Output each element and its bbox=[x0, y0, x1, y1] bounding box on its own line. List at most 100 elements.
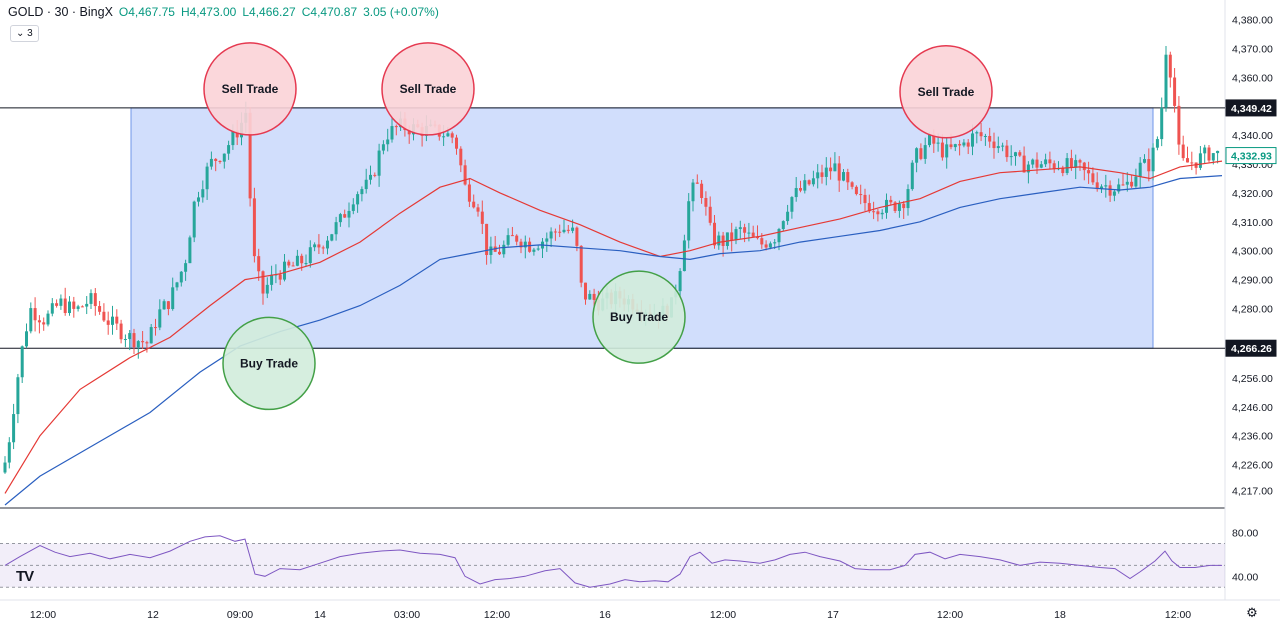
candle-body bbox=[734, 229, 738, 241]
candle-body bbox=[55, 303, 59, 306]
candle-body bbox=[799, 188, 802, 191]
candle-body bbox=[1095, 182, 1099, 190]
rsi-pane[interactable]: 80.00 40.00 bbox=[0, 528, 1258, 588]
candle-body bbox=[308, 247, 312, 264]
candle-body bbox=[833, 163, 837, 172]
candle-body bbox=[201, 189, 205, 198]
candle-body bbox=[691, 182, 695, 202]
candle-body bbox=[123, 339, 127, 341]
candle-body bbox=[343, 214, 347, 218]
candle-body bbox=[519, 241, 523, 248]
candle-body bbox=[145, 342, 149, 344]
candle-body bbox=[889, 199, 893, 203]
candle-body bbox=[876, 211, 880, 215]
candle-body bbox=[46, 313, 50, 325]
candle-body bbox=[373, 174, 377, 176]
candle-body bbox=[743, 227, 747, 233]
buy-trade-circle bbox=[222, 316, 316, 411]
candle-body bbox=[949, 144, 953, 148]
candle-body bbox=[33, 308, 37, 321]
candle-body bbox=[897, 203, 901, 211]
candle-body bbox=[790, 197, 794, 212]
candle-body bbox=[227, 145, 231, 154]
candle-body bbox=[1173, 77, 1177, 106]
candle-body bbox=[837, 163, 841, 181]
candle-body bbox=[106, 320, 110, 325]
candle-body bbox=[768, 243, 772, 248]
candle-body bbox=[773, 242, 777, 244]
price-tick-label: 4,360.00 bbox=[1232, 72, 1273, 84]
candle-body bbox=[37, 320, 41, 323]
candle-body bbox=[136, 341, 140, 348]
candle-body bbox=[132, 333, 136, 348]
price-axis[interactable]: 4,380.004,370.004,360.004,340.004,330.00… bbox=[1225, 15, 1277, 498]
candle-body bbox=[953, 144, 957, 148]
candle-body bbox=[360, 189, 364, 195]
candle-body bbox=[988, 135, 992, 142]
candle-body bbox=[59, 298, 63, 306]
candle-body bbox=[1082, 162, 1086, 171]
sell-trade-marker[interactable]: Sell Trade bbox=[203, 42, 297, 136]
candle-body bbox=[945, 144, 949, 158]
candle-body bbox=[781, 221, 785, 230]
candle-body bbox=[442, 136, 446, 138]
candle-body bbox=[1211, 153, 1215, 161]
candle-body bbox=[532, 249, 536, 252]
candle-body bbox=[919, 148, 923, 159]
resistance-tag bbox=[1225, 99, 1277, 117]
sell-trade-marker[interactable]: Sell Trade bbox=[381, 42, 475, 136]
candle-body bbox=[764, 244, 768, 248]
candle-body bbox=[786, 211, 790, 222]
candle-body bbox=[1014, 152, 1017, 157]
candle-body bbox=[252, 198, 256, 257]
price-tick-label: 4,340.00 bbox=[1232, 130, 1273, 142]
candle-body bbox=[928, 134, 931, 146]
buy-trade-marker[interactable]: Buy Trade bbox=[222, 316, 316, 411]
candle-body bbox=[141, 341, 145, 343]
price-tick-label: 4,290.00 bbox=[1232, 275, 1273, 287]
candle-body bbox=[777, 229, 781, 243]
candle-body bbox=[154, 327, 157, 329]
candle-body bbox=[1022, 155, 1026, 173]
candle-body bbox=[111, 316, 114, 325]
candle-body bbox=[566, 229, 570, 231]
candle-body bbox=[184, 263, 188, 272]
price-tick-label: 4,256.00 bbox=[1232, 373, 1273, 385]
candle-body bbox=[1018, 152, 1022, 156]
gear-icon[interactable]: ⚙ bbox=[1246, 605, 1258, 620]
time-tick-label: 17 bbox=[827, 609, 839, 621]
candle-body bbox=[829, 167, 833, 172]
price-tick-label: 4,370.00 bbox=[1232, 43, 1273, 55]
rsi-line bbox=[4, 535, 1222, 588]
candle-body bbox=[1009, 156, 1013, 158]
candle-body bbox=[1117, 184, 1121, 192]
price-tick-label: 4,246.00 bbox=[1232, 402, 1273, 414]
candle-body bbox=[721, 235, 725, 246]
last-price-tag-label: 4,332.93 bbox=[1231, 151, 1272, 163]
symbol-label[interactable]: GOLD · 30 · BingX bbox=[8, 5, 113, 19]
candle-body bbox=[747, 232, 751, 234]
candle-body bbox=[528, 241, 532, 252]
indicators-count: 3 bbox=[27, 28, 33, 39]
time-axis[interactable]: 12:00 12 09:00 14 03:00 12:00 16 12:00 17 12:00 18… bbox=[30, 609, 1191, 621]
sell-trade-marker[interactable]: Sell Trade bbox=[899, 45, 993, 139]
support-tag bbox=[1225, 339, 1277, 357]
candle-body bbox=[158, 309, 162, 328]
candle-body bbox=[459, 148, 463, 166]
candle-body bbox=[910, 162, 914, 190]
candle-body bbox=[50, 303, 54, 314]
candle-body bbox=[708, 206, 712, 223]
candle-body bbox=[68, 301, 71, 314]
candle-body bbox=[377, 150, 381, 176]
candle-body bbox=[1100, 186, 1103, 190]
candle-body bbox=[205, 166, 209, 190]
candle-body bbox=[446, 133, 450, 137]
candle-body bbox=[1035, 159, 1039, 168]
time-tick-label: 12:00 bbox=[484, 609, 510, 621]
indicators-toggle-button[interactable]: ⌄ 3 bbox=[10, 25, 39, 42]
candle-body bbox=[261, 271, 265, 294]
buy-trade-marker[interactable]: Buy Trade bbox=[592, 270, 686, 364]
tradingview-logo[interactable]: TV bbox=[16, 568, 34, 585]
candle-body bbox=[175, 282, 179, 288]
